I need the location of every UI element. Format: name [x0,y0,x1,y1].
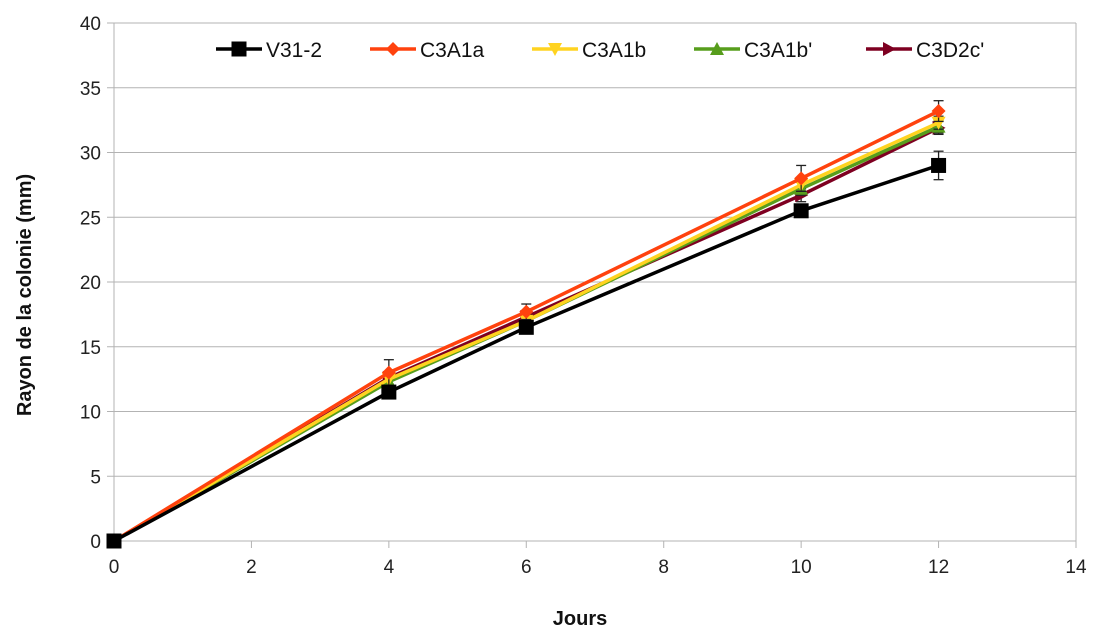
legend-marker [386,42,400,56]
x-tick-label: 2 [246,557,257,578]
series-lines [106,100,947,549]
legend-marker [710,42,724,55]
data-point [931,104,946,119]
x-tick-label: 4 [384,557,395,578]
y-tick-label: 25 [80,208,101,229]
x-tick-label: 10 [791,557,812,578]
legend-label: C3A1b' [744,39,812,62]
x-tick-label: 6 [521,557,532,578]
y-axis-title: Rayon de la colonie (mm) [14,174,36,416]
legend-marker [231,41,247,57]
x-tick-label: 0 [109,557,120,578]
y-tick-label: 30 [80,144,101,165]
y-tick-label: 40 [80,14,101,35]
data-point [793,203,809,219]
legend-label: C3D2c' [916,39,984,62]
legend-label: C3A1b [582,39,646,62]
data-point [106,533,122,549]
x-tick-label: 8 [658,557,669,578]
series-1 [107,100,946,548]
y-tick-label: 20 [80,273,101,294]
data-point [519,304,534,319]
legend-item: C3A1b [532,39,646,62]
data-point [381,384,397,400]
series-line [113,163,940,543]
axes: 0 5 10 15 20 25 30 35 40 0 2 4 6 8 10 12 14 [80,14,1087,578]
data-point [794,171,809,186]
x-axis-title: Jours [553,608,607,630]
legend-item: V31-2 [216,39,322,62]
data-point [518,319,534,335]
x-tick-label: 12 [928,557,949,578]
gridlines [113,22,1077,542]
y-tick-label: 15 [80,338,101,359]
y-tick-label: 35 [80,79,101,100]
legend-label: V31-2 [266,39,322,62]
y-tick-label: 5 [90,467,101,488]
series-0 [106,150,947,549]
legend-item: C3A1a [370,39,485,62]
legend: V31-2 C3A1a C3A1b C3A1b' C3D2c' [216,39,984,62]
y-tick-label: 0 [90,532,101,553]
y-tick-label: 10 [80,403,101,424]
x-tick-label: 14 [1065,557,1087,578]
legend-item: C3A1b' [694,39,812,62]
data-point [931,116,946,130]
legend-label: C3A1a [420,39,485,62]
legend-item: C3D2c' [866,39,984,62]
data-point [381,365,396,380]
legend-marker [883,42,896,56]
legend-marker [548,43,562,56]
data-point [931,157,947,173]
